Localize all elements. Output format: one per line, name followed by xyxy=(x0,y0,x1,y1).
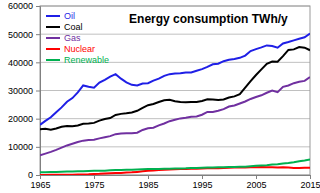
tick: 30000 xyxy=(8,86,40,96)
tick-label: 1995 xyxy=(192,180,212,190)
tick: 1995 xyxy=(192,175,212,190)
tick: 1965 xyxy=(30,175,50,190)
chart-container: 1965 1975 1985 1995 2005 2015 0 10000 20000 30000… xyxy=(0,0,320,193)
legend: OilCoalGasNuclearRenewable xyxy=(46,11,109,65)
chart-svg: 1965 1975 1985 1995 2005 2015 0 10000 20000 30000… xyxy=(0,0,320,193)
legend-swatch xyxy=(46,59,60,61)
legend-item: Nuclear xyxy=(46,44,95,54)
tick-label: 1985 xyxy=(138,180,158,190)
tick: 2005 xyxy=(246,175,266,190)
legend-item: Coal xyxy=(46,22,83,32)
tick-mark xyxy=(202,175,203,179)
legend-label: Oil xyxy=(64,11,75,21)
series-line xyxy=(40,77,310,155)
tick-label: 1965 xyxy=(30,180,50,190)
tick-label: 30000 xyxy=(8,86,33,96)
chart-title: Energy consumption TWh/y xyxy=(129,12,288,26)
tick: 10000 xyxy=(8,142,40,152)
legend-label: Nuclear xyxy=(64,44,95,54)
tick-mark xyxy=(36,147,40,148)
legend-label: Renewable xyxy=(64,55,109,65)
tick-mark xyxy=(36,91,40,92)
tick: 60000 xyxy=(8,1,40,11)
legend-swatch xyxy=(46,37,60,39)
tick: 20000 xyxy=(8,114,40,124)
tick-mark xyxy=(310,175,311,179)
tick: 1985 xyxy=(138,175,158,190)
tick-label: 60000 xyxy=(8,1,33,11)
legend-swatch xyxy=(46,48,60,50)
tick-mark xyxy=(148,175,149,179)
tick-mark xyxy=(36,62,40,63)
tick: 50000 xyxy=(8,30,40,40)
tick-label: 20000 xyxy=(8,114,33,124)
x-axis: 1965 1975 1985 1995 2005 2015 xyxy=(30,175,320,190)
y-axis: 0 10000 20000 30000 40000 50000 60000 xyxy=(8,1,41,180)
tick-label: 2015 xyxy=(300,180,320,190)
tick: 40000 xyxy=(8,58,40,68)
tick-label: 2005 xyxy=(246,180,266,190)
legend-label: Coal xyxy=(64,22,83,32)
tick-label: 1975 xyxy=(84,180,104,190)
tick-mark xyxy=(36,175,40,176)
tick-mark xyxy=(36,119,40,120)
series-line xyxy=(40,47,310,130)
series-line xyxy=(40,34,310,125)
grid xyxy=(40,6,310,175)
tick: 1975 xyxy=(84,175,104,190)
grid-line xyxy=(40,146,310,147)
legend-swatch xyxy=(46,26,60,28)
tick-label: 40000 xyxy=(8,58,33,68)
legend-swatch xyxy=(46,15,60,17)
legend-item: Oil xyxy=(46,11,75,21)
tick-label: 50000 xyxy=(8,30,33,40)
tick-mark xyxy=(256,175,257,179)
legend-item: Gas xyxy=(46,33,81,43)
tick-mark xyxy=(94,175,95,179)
axis-line xyxy=(36,7,41,176)
tick-label: 0 xyxy=(28,170,33,180)
tick-mark xyxy=(36,6,40,7)
plot-frame xyxy=(40,6,310,175)
plot-area: 1965 1975 1985 1995 2005 2015 0 10000 20000 30000… xyxy=(8,1,320,190)
legend-item: Renewable xyxy=(46,55,109,65)
legend-label: Gas xyxy=(64,33,81,43)
axis-line xyxy=(41,176,311,180)
tick-mark xyxy=(36,34,40,35)
tick: 0 xyxy=(28,170,40,180)
tick-label: 10000 xyxy=(8,142,33,152)
tick: 2015 xyxy=(300,175,320,190)
series-group xyxy=(40,34,310,175)
series-line xyxy=(40,160,310,173)
